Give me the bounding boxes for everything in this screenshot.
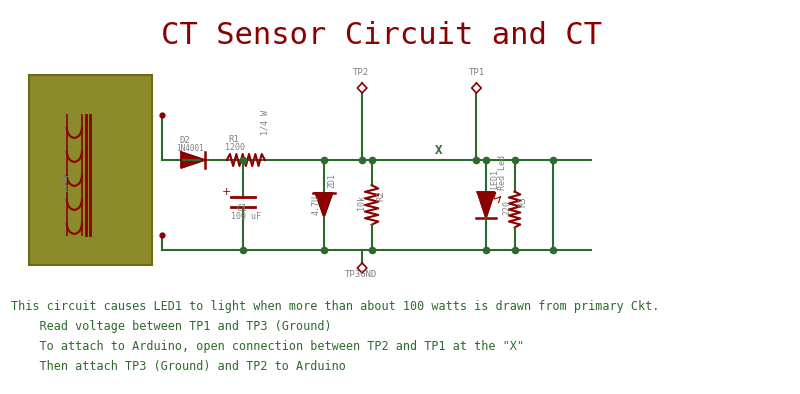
Polygon shape: [181, 152, 205, 168]
Text: 220: 220: [502, 199, 511, 214]
Text: ZD1: ZD1: [328, 173, 337, 188]
Text: CT Sensor Circuit and CT: CT Sensor Circuit and CT: [161, 20, 602, 50]
Text: C1: C1: [236, 204, 247, 213]
Text: LED1: LED1: [490, 169, 498, 189]
Text: +: +: [222, 187, 231, 197]
Text: 1N4001: 1N4001: [176, 144, 204, 153]
Text: 100 uF: 100 uF: [230, 212, 261, 221]
Text: 4.7U: 4.7U: [312, 195, 321, 215]
Polygon shape: [315, 193, 333, 217]
Text: To attach to Arduino, open connection between TP2 and TP1 at the "X": To attach to Arduino, open connection be…: [11, 340, 525, 353]
Text: TP3GND: TP3GND: [345, 270, 378, 279]
Text: D2: D2: [179, 136, 190, 145]
Text: R3: R3: [518, 197, 527, 207]
Text: Then attach TP3 (Ground) and TP2 to Arduino: Then attach TP3 (Ground) and TP2 to Ardu…: [11, 360, 346, 373]
Bar: [29, 75, 153, 265]
Polygon shape: [478, 192, 494, 218]
Text: 10k: 10k: [358, 195, 366, 210]
Text: L1: L1: [59, 185, 69, 194]
Text: TP2: TP2: [353, 68, 369, 77]
Text: R1: R1: [229, 135, 239, 144]
Text: This circuit causes LED1 to light when more than about 100 watts is drawn from p: This circuit causes LED1 to light when m…: [11, 300, 660, 313]
Text: 1/4 W: 1/4 W: [260, 110, 269, 135]
Text: X: X: [434, 144, 442, 157]
Text: Read voltage between TP1 and TP3 (Ground): Read voltage between TP1 and TP3 (Ground…: [11, 320, 332, 333]
Text: 1200: 1200: [225, 143, 245, 152]
Text: CT: CT: [59, 176, 69, 185]
Text: Red Led: Red Led: [498, 155, 507, 190]
Text: R2: R2: [376, 190, 386, 201]
Text: TP1: TP1: [469, 68, 485, 77]
